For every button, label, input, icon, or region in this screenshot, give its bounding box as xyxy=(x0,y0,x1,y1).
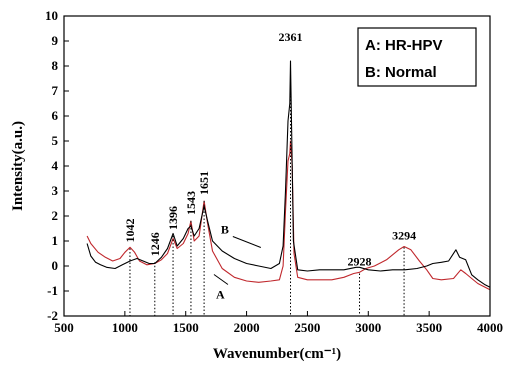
x-tick-label: 500 xyxy=(54,320,74,335)
y-tick-label: 1 xyxy=(52,233,59,248)
series-line-b xyxy=(86,60,491,288)
y-tick-label: -1 xyxy=(47,283,58,298)
series-line-a xyxy=(86,140,491,291)
y-axis-ticks: -2 -1 0 1 2 3 4 5 6 7 8 9 10 xyxy=(45,8,69,323)
y-tick-label: 8 xyxy=(52,58,59,73)
y-tick-label: 0 xyxy=(52,258,59,273)
x-tick-label: 4000 xyxy=(477,320,503,335)
y-axis-title: Intensity(a.u.) xyxy=(10,121,26,211)
y-tick-label: 7 xyxy=(52,83,59,98)
peak-label-3294: 3294 xyxy=(392,228,416,242)
x-tick-label: 2500 xyxy=(294,320,320,335)
y-tick-label: 6 xyxy=(52,108,59,123)
peak-label-1543: 1543 xyxy=(184,191,198,215)
peak-label-1246: 1246 xyxy=(148,232,162,256)
legend-box xyxy=(357,27,477,87)
y-tick-label: 4 xyxy=(52,158,59,173)
x-tick-label: 1500 xyxy=(173,320,199,335)
x-tick-label: 1000 xyxy=(112,320,138,335)
peak-label-2361: 2361 xyxy=(279,30,303,44)
peak-label-1396: 1396 xyxy=(166,206,180,230)
legend-entry-a: A: HR-HPV xyxy=(365,37,443,54)
y-tick-label: 5 xyxy=(52,133,59,148)
series-label-a-arrow xyxy=(213,274,229,285)
peak-label-1042: 1042 xyxy=(123,219,137,243)
x-tick-label: 2000 xyxy=(234,320,260,335)
x-axis-ticks: 500 1000 1500 2000 2500 3000 3500 4000 xyxy=(54,311,503,335)
series-label-b: B xyxy=(221,223,229,237)
series-label-a: A xyxy=(216,288,225,302)
x-tick-label: 3000 xyxy=(355,320,381,335)
y-tick-label: 3 xyxy=(52,183,59,198)
x-axis-title: Wavenumber(cm⁻¹) xyxy=(213,346,341,362)
peak-label-1651: 1651 xyxy=(197,171,211,195)
y-tick-label: -2 xyxy=(47,308,58,323)
y-tick-label: 9 xyxy=(52,33,59,48)
series-layer xyxy=(86,60,491,291)
x-tick-label: 3500 xyxy=(416,320,442,335)
y-tick-label: 10 xyxy=(45,8,58,23)
peak-label-2928: 2928 xyxy=(348,255,372,269)
series-label-b-arrow xyxy=(232,236,262,248)
legend: A: HR-HPV B: Normal xyxy=(357,27,477,87)
y-tick-label: 2 xyxy=(52,208,59,223)
series-labels: BA xyxy=(213,223,262,302)
legend-entry-b: B: Normal xyxy=(365,64,437,81)
